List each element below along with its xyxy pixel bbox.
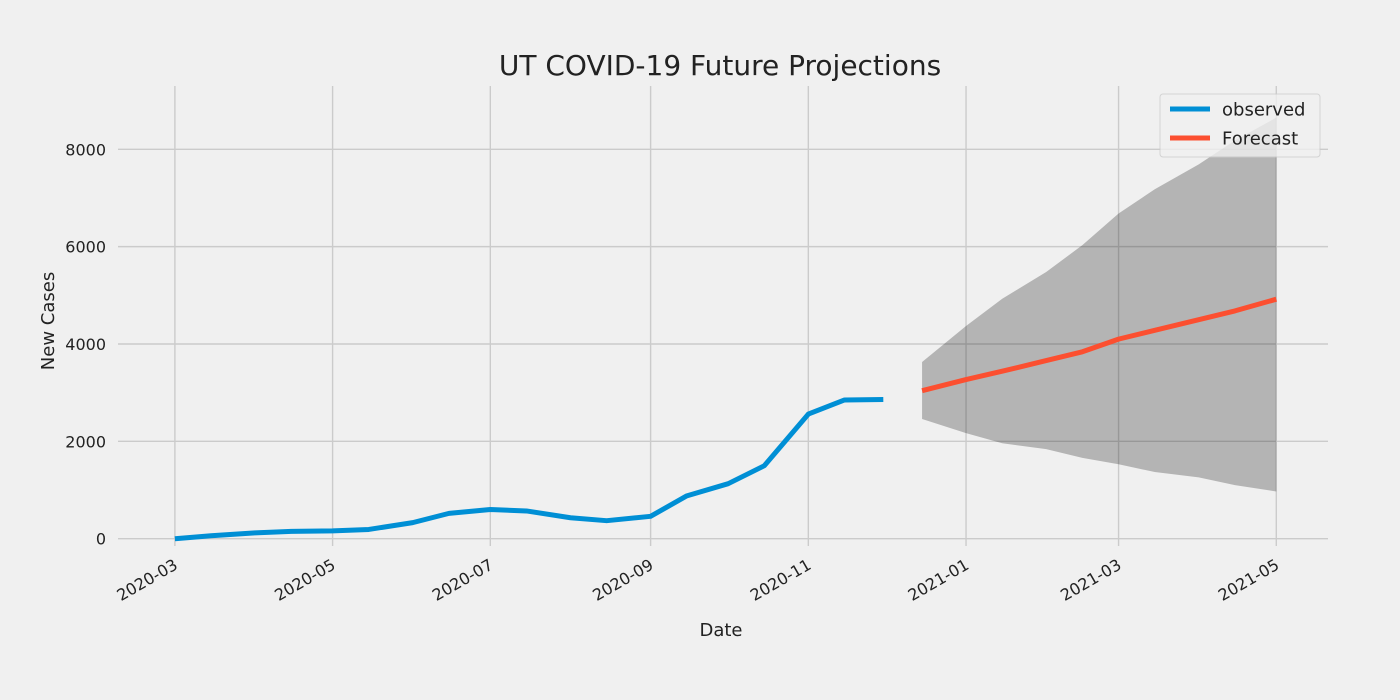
- y-tick-labels: 0 2000 4000 6000 8000: [65, 140, 106, 548]
- legend: observed Forecast: [1159, 93, 1321, 158]
- y-tick-label-3: 6000: [65, 238, 106, 257]
- y-tick-label-0: 0: [96, 530, 106, 549]
- x-axis-label: Date: [699, 620, 742, 641]
- grid: [118, 86, 1328, 546]
- y-axis-label: New Cases: [38, 272, 59, 370]
- series-line-forecast: [921, 296, 1277, 394]
- confidence-band-layer: [922, 117, 1277, 492]
- chart-title: UT COVID-19 Future Projections: [499, 49, 941, 82]
- y-tick-label-1: 2000: [65, 432, 106, 451]
- series-layer: [174, 296, 1277, 542]
- confidence-band: [922, 117, 1277, 492]
- y-tick-label-2: 4000: [65, 335, 106, 354]
- legend-label-forecast: Forecast: [1222, 129, 1298, 150]
- y-tick-label-4: 8000: [65, 140, 106, 159]
- legend-label-observed: observed: [1222, 100, 1305, 121]
